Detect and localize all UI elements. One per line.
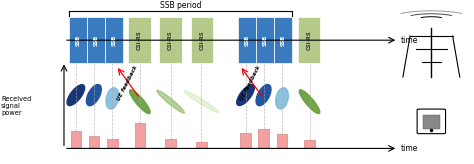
Bar [238,17,256,63]
Bar [69,17,87,63]
Text: SSB: SSB [245,35,250,46]
Ellipse shape [157,90,184,113]
Bar [304,140,315,148]
Bar [298,17,320,63]
Bar [196,142,207,148]
Bar [89,136,99,148]
Bar [107,139,118,148]
Text: UE feedback: UE feedback [239,64,261,101]
Bar [258,129,269,148]
FancyBboxPatch shape [417,109,446,134]
Text: time: time [401,144,418,153]
Text: time: time [401,36,418,45]
Ellipse shape [67,85,85,106]
Ellipse shape [86,85,101,106]
Text: UE feedback: UE feedback [116,64,138,101]
Text: Received
signal
power: Received signal power [1,96,31,116]
Bar [240,133,251,148]
Bar [423,115,440,129]
Text: SSB: SSB [263,35,268,46]
Bar [277,134,287,148]
Ellipse shape [237,85,255,106]
Text: SSB: SSB [111,35,116,46]
Bar [105,17,123,63]
Text: SSB: SSB [93,35,98,46]
Ellipse shape [106,88,118,109]
Ellipse shape [256,85,271,106]
Text: SSB: SSB [281,35,286,46]
Bar [274,17,292,63]
Bar [71,131,81,148]
Bar [256,17,274,63]
Bar [135,123,145,148]
Ellipse shape [129,90,150,113]
Text: CSI-RS: CSI-RS [307,30,311,50]
Text: SSB period: SSB period [160,1,201,10]
Bar [159,17,182,63]
Text: CSI-RS: CSI-RS [137,30,142,50]
Text: SSB: SSB [75,35,80,46]
Text: CSI-RS: CSI-RS [168,30,173,50]
Bar [165,139,176,148]
Bar [128,17,151,63]
Ellipse shape [276,88,288,109]
Ellipse shape [184,91,219,113]
Ellipse shape [299,90,320,113]
Bar [191,17,213,63]
Text: CSI-RS: CSI-RS [200,30,204,50]
Bar [87,17,105,63]
